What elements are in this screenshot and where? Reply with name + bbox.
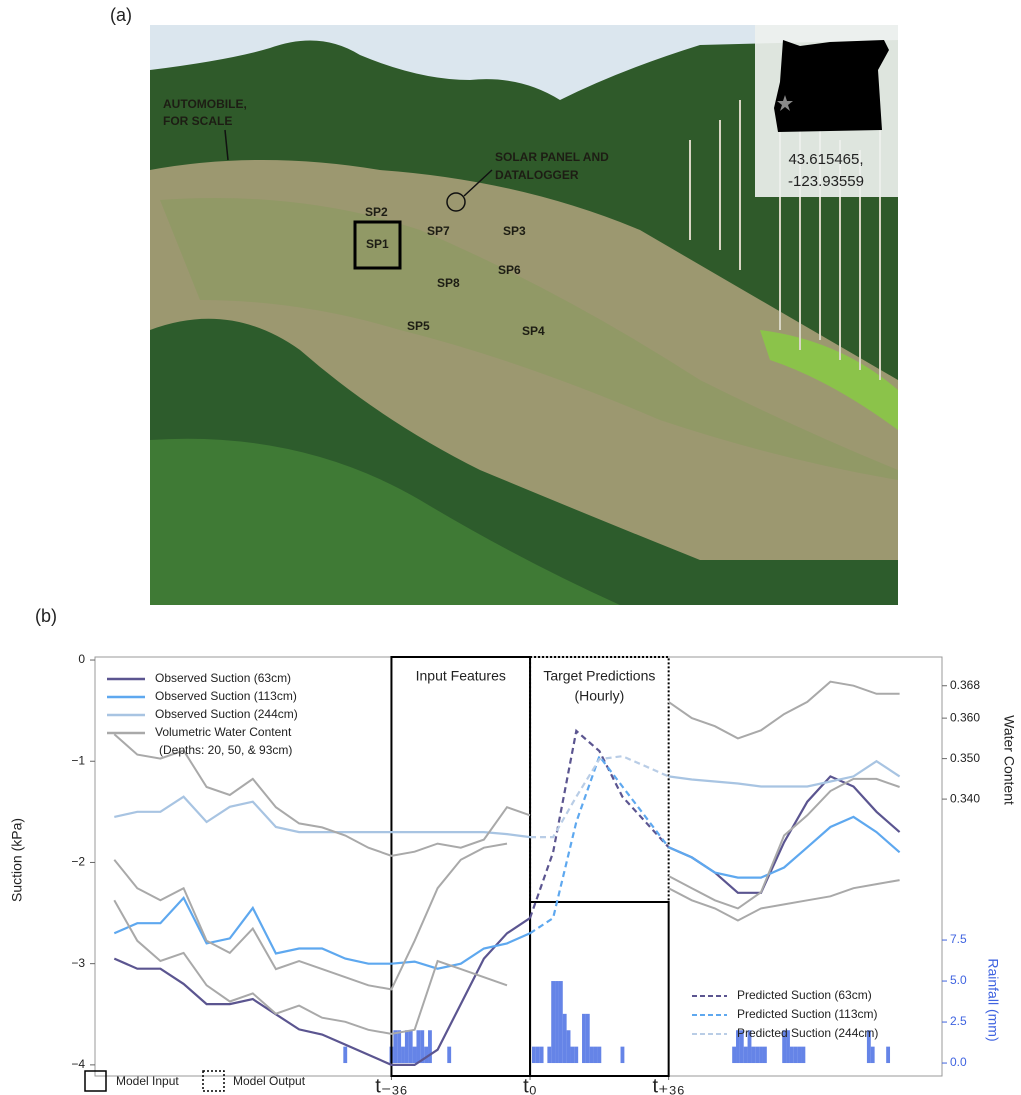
site-label: SP6: [498, 263, 521, 277]
rain-bar: [798, 1047, 802, 1063]
y-tick-label: −4: [71, 1057, 85, 1071]
coordinates: -123.93559: [788, 173, 864, 190]
photo-annotation: FOR SCALE: [163, 114, 232, 128]
photo-annotation: AUTOMOBILE,: [163, 97, 247, 111]
site-label: SP2: [365, 205, 388, 219]
y-tick-label: 0: [78, 652, 85, 666]
rain-bar: [567, 1030, 571, 1063]
site-label: SP1: [366, 237, 389, 251]
rain-bar: [536, 1047, 540, 1063]
rain-bar: [447, 1047, 451, 1063]
y2-axis-label: Water Content: [1001, 715, 1017, 805]
rain-bar: [393, 1030, 397, 1063]
legend-label: Observed Suction (113cm): [155, 689, 297, 703]
coordinates: 43.615465,: [788, 151, 863, 168]
box-label: (Hourly): [574, 688, 624, 704]
site-label: SP3: [503, 224, 526, 238]
y2-tick-label: 0.340: [950, 791, 980, 805]
y2-tick-label: 0.368: [950, 678, 980, 692]
y-axis-label: Suction (kPa): [9, 818, 25, 902]
x-tick-label: t₋₃₆: [375, 1075, 407, 1095]
y3-tick-label: 2.5: [950, 1014, 967, 1028]
rain-bar: [532, 1047, 536, 1063]
y3-axis-label: Rainfall (mm): [985, 958, 1001, 1041]
photo-annotation: SOLAR PANEL AND: [495, 150, 609, 164]
x-tick-label: t₊₃₆: [652, 1075, 684, 1095]
rain-bar: [397, 1030, 401, 1063]
rain-bar: [555, 981, 559, 1063]
rain-bar: [343, 1047, 347, 1063]
rain-bar: [405, 1030, 409, 1063]
rain-bar: [732, 1047, 736, 1063]
suction-line: [114, 776, 899, 1065]
legend-swatch: [203, 1071, 224, 1091]
photo: [150, 25, 898, 605]
rain-bar: [563, 1014, 567, 1063]
rain-bar: [790, 1047, 794, 1063]
legend-label: Predicted Suction (113cm): [737, 1007, 878, 1021]
site-label: SP8: [437, 276, 460, 290]
rain-bar: [559, 981, 563, 1063]
rain-bar: [755, 1047, 759, 1063]
legend-label: Observed Suction (63cm): [155, 671, 291, 685]
rain-bar: [794, 1047, 798, 1063]
rain-bar: [428, 1030, 432, 1063]
rain-bar: [582, 1014, 586, 1063]
legend-label: Observed Suction (244cm): [155, 707, 298, 721]
legend-label: Model Output: [233, 1074, 306, 1088]
y-tick-label: −1: [71, 753, 85, 767]
rain-bar: [759, 1047, 763, 1063]
y3-tick-label: 5.0: [950, 973, 967, 987]
rain-bar: [424, 1047, 428, 1063]
y2-tick-label: 0.360: [950, 710, 980, 724]
suction-line: [114, 761, 899, 837]
y3-tick-label: 7.5: [950, 932, 967, 946]
y-tick-label: −3: [71, 956, 85, 970]
rain-bar: [586, 1014, 590, 1063]
site-label: SP5: [407, 319, 430, 333]
vwc-line: [114, 779, 899, 990]
y-tick-label: −2: [71, 855, 85, 869]
legend-label: Predicted Suction (244cm): [737, 1026, 878, 1040]
legend-label: Volumetric Water Content: [155, 725, 292, 739]
rain-bar: [763, 1047, 767, 1063]
rain-bar: [551, 981, 555, 1063]
rain-bar: [744, 1047, 748, 1063]
rain-bar: [416, 1030, 420, 1063]
rain-bar: [540, 1047, 544, 1063]
rain-bar: [409, 1030, 413, 1063]
legend-label: Predicted Suction (63cm): [737, 988, 872, 1002]
y3-tick-label: 0.0: [950, 1055, 967, 1069]
rain-bar: [751, 1047, 755, 1063]
photo-annotation: DATALOGGER: [495, 168, 579, 182]
rain-bar: [547, 1047, 551, 1063]
box-label: Input Features: [416, 668, 506, 684]
rain-bar: [594, 1047, 598, 1063]
box-label: Target Predictions: [543, 668, 655, 684]
y2-tick-label: 0.350: [950, 751, 980, 765]
legend-label: Model Input: [116, 1074, 179, 1088]
input-box: [391, 657, 530, 1076]
rain-bar: [886, 1047, 890, 1063]
rain-bar: [413, 1047, 417, 1063]
site-label: SP4: [522, 324, 545, 338]
x-tick-label: t₀: [523, 1075, 537, 1095]
rain-bar: [574, 1047, 578, 1063]
rain-bar: [597, 1047, 601, 1063]
rain-bar: [801, 1047, 805, 1063]
figure: (a) AUTOMOBILE, FOR SCALE SOLAR PANEL AN…: [0, 0, 1021, 1095]
rain-bar: [401, 1047, 405, 1063]
legend-label: (Depths: 20, 50, & 93cm): [159, 743, 292, 757]
rain-bar: [570, 1047, 574, 1063]
rain-bar: [590, 1047, 594, 1063]
rain-bar: [621, 1047, 625, 1063]
panel-label: (b): [35, 606, 57, 626]
rain-bar: [871, 1047, 875, 1063]
predicted-line: [530, 756, 669, 933]
site-label: SP7: [427, 224, 450, 238]
panel-label: (a): [110, 5, 132, 25]
